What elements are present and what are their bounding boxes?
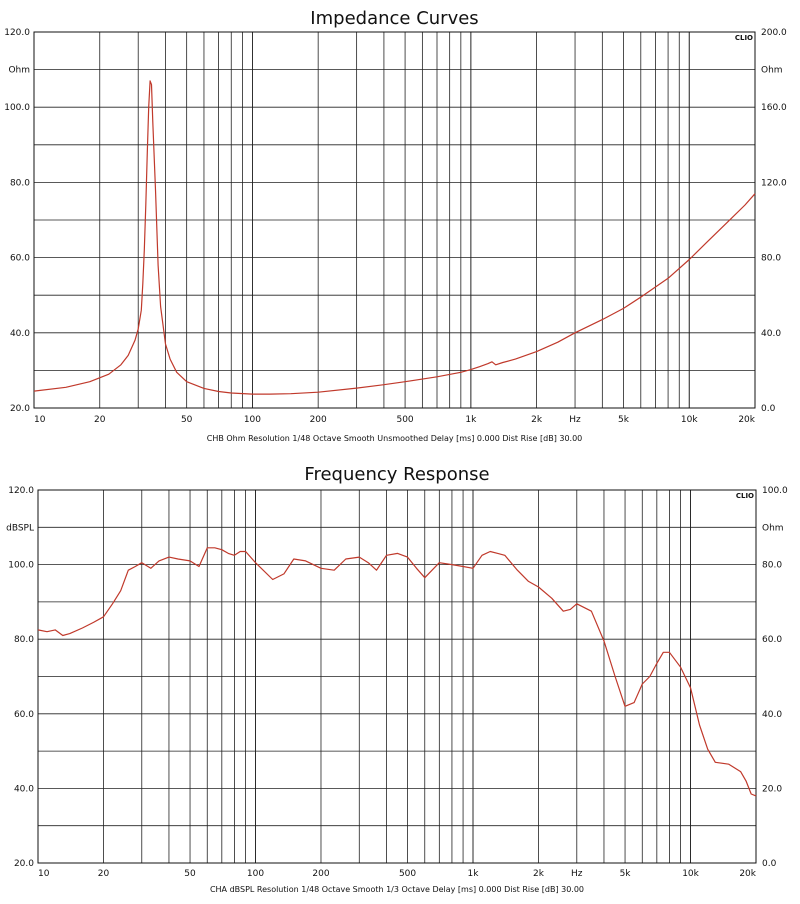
chart1-right-tick-label: 120.0 <box>761 178 787 188</box>
chart1-right-unit: Ohm <box>761 66 783 76</box>
chart1-x-tick-label: 500 <box>396 415 413 425</box>
chart1-x-tick-label: 5k <box>618 415 630 425</box>
chart2-clio-badge: CLIO <box>736 492 754 500</box>
chart2-x-tick-label: 10 <box>38 869 50 879</box>
chart2-right-tick-label: 60.0 <box>762 635 782 645</box>
chart2-x-tick-label: 100 <box>247 869 264 879</box>
chart1-left-tick-label: 40.0 <box>10 329 30 339</box>
chart2-x-unit: Hz <box>571 869 583 879</box>
chart2-x-tick-label: 20k <box>739 869 756 879</box>
chart1-series-line <box>33 80 756 395</box>
chart2-left-unit: dBSPL <box>6 523 34 533</box>
chart2-x-tick-label: 1k <box>468 869 480 879</box>
chart1-right-tick-label: 80.0 <box>761 254 781 264</box>
chart1-x-tick-label: 100 <box>244 415 261 425</box>
chart2-x-tick-label: 10k <box>682 869 699 879</box>
chart2-x-tick-label: 20 <box>98 869 110 879</box>
chart1-footer: CHB Ohm Resolution 1/48 Octave Smooth Un… <box>207 434 583 443</box>
chart1-x-tick-label: 50 <box>181 415 193 425</box>
chart1-right-tick-label: 160.0 <box>761 103 787 113</box>
chart2-left-tick-label: 40.0 <box>14 784 34 794</box>
chart1-x-tick-label: 2k <box>531 415 543 425</box>
chart2-x-tick-label: 50 <box>184 869 196 879</box>
chart2-left-tick-label: 120.0 <box>8 486 34 496</box>
chart2-right-tick-label: 0.0 <box>762 859 777 869</box>
chart2-right-tick-label: 100.0 <box>762 486 788 496</box>
chart1-left-tick-label: 80.0 <box>10 178 30 188</box>
chart2-left-tick-label: 80.0 <box>14 635 34 645</box>
chart2-frame <box>37 489 757 864</box>
chart2-x-tick-label: 500 <box>399 869 416 879</box>
chart1-left-tick-label: 20.0 <box>10 404 30 414</box>
chart2-right-unit: Ohm <box>762 523 784 533</box>
chart1-left-unit: Ohm <box>8 66 30 76</box>
chart1-x-tick-label: 200 <box>310 415 327 425</box>
chart2-left-tick-label: 100.0 <box>8 561 34 571</box>
chart2-left-tick-label: 60.0 <box>14 710 34 720</box>
chart1-x-tick-label: 10k <box>681 415 698 425</box>
chart1-x-unit: Hz <box>569 415 581 425</box>
chart1-left-tick-label: 100.0 <box>4 103 30 113</box>
chart2-x-tick-label: 5k <box>620 869 632 879</box>
chart2-right-tick-label: 80.0 <box>762 561 782 571</box>
chart1-right-tick-label: 200.0 <box>761 28 787 38</box>
chart1-x-tick-label: 1k <box>465 415 477 425</box>
chart1-x-tick-label: 10 <box>34 415 46 425</box>
chart1-x-tick-label: 20 <box>94 415 106 425</box>
chart1-right-tick-label: 0.0 <box>761 404 776 414</box>
chart1-left-tick-label: 60.0 <box>10 254 30 264</box>
chart1-frame <box>33 31 756 409</box>
chart1-title: Impedance Curves <box>310 8 478 29</box>
chart1-x-tick-label: 20k <box>738 415 755 425</box>
chart1-left-tick-label: 120.0 <box>4 28 30 38</box>
chart1-right-tick-label: 40.0 <box>761 329 781 339</box>
chart2-right-tick-label: 40.0 <box>762 710 782 720</box>
chart1-clio-badge: CLIO <box>735 34 753 42</box>
chart2-x-tick-label: 200 <box>312 869 329 879</box>
chart2-x-tick-label: 2k <box>533 869 545 879</box>
chart2-footer: CHA dBSPL Resolution 1/48 Octave Smooth … <box>210 885 584 894</box>
chart2-title: Frequency Response <box>304 464 489 485</box>
chart2-series-line <box>37 547 757 797</box>
chart2-left-tick-label: 20.0 <box>14 859 34 869</box>
chart2-right-tick-label: 20.0 <box>762 784 782 794</box>
